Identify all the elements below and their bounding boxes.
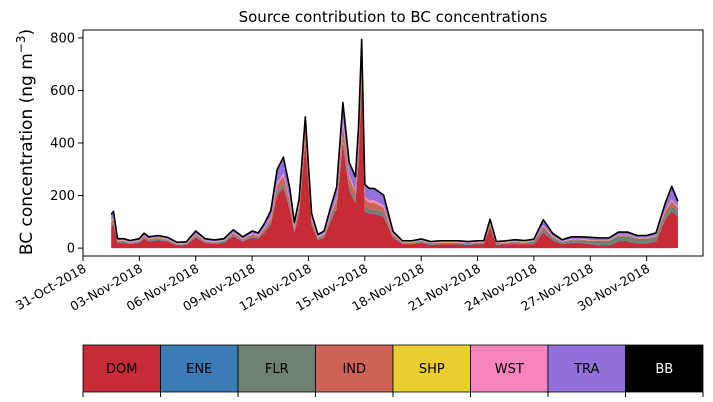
area-ene [111,81,678,246]
area-dom [111,82,678,249]
y-axis-label: BC concentration (ng m−3) [14,29,37,255]
legend-swatch-ind [315,344,394,393]
legend-label-bb: BB [655,362,673,377]
area-shp [111,59,678,244]
legend-label-tra: TRA [573,362,599,377]
area-wst [111,55,678,244]
total-line [110,38,679,244]
plot-frame [82,29,704,257]
legend-swatch-wst [470,344,549,393]
chart-title: Source contribution to BC concentrations [239,8,548,26]
y-axis: 0 200 400 600 800 [50,31,83,257]
legend-label-flr: FLR [265,362,289,377]
y-tick-label: 200 [50,189,75,204]
y-axis-label-text: BC concentration (ng m [17,53,37,255]
legend-label-ene: ENE [186,362,212,377]
legend-swatch-dom [82,344,161,393]
y-tick-label: 600 [50,84,75,99]
area-tra [111,39,678,244]
legend-label-shp: SHP [419,362,445,377]
legend-swatch-flr [237,344,316,393]
legend-label-dom: DOM [106,362,137,377]
y-tick-label: 800 [50,31,75,46]
legend-swatch-ene [160,344,239,393]
y-axis-label-exponent: −3 [14,35,28,53]
x-axis: 31-Oct-201803-Nov-201806-Nov-201809-Nov-… [13,256,652,314]
area-ind [111,59,678,245]
y-axis-label-close: ) [17,29,37,36]
legend-swatch-tra [547,344,626,393]
y-tick-label: 400 [50,137,75,152]
legend-label-ind: IND [342,362,366,377]
legend-label-wst: WST [495,362,524,377]
legend: DOM ENE FLR IND SHP WST TRA BB [82,344,704,397]
y-tick-label: 0 [67,242,75,257]
stacked-areas [111,39,678,249]
legend-swatch-shp [392,344,471,393]
legend-swatch-bb [625,344,704,393]
area-flr [111,75,678,245]
area-bb [111,39,678,243]
